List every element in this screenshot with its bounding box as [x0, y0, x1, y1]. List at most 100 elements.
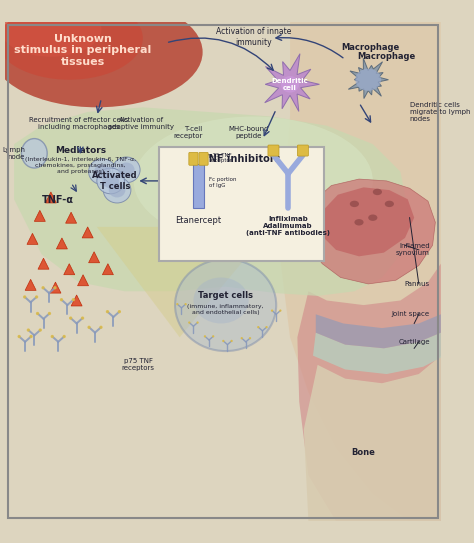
Ellipse shape [89, 159, 116, 185]
Text: Infliximab
Adalimumab
(anti-TNF antibodies): Infliximab Adalimumab (anti-TNF antibodi… [246, 216, 330, 236]
Text: Dendritic cells
migrate to lymph
nodes: Dendritic cells migrate to lymph nodes [410, 102, 470, 122]
Circle shape [204, 335, 206, 338]
Polygon shape [78, 275, 89, 286]
Text: Activated
T cells: Activated T cells [92, 171, 138, 191]
Text: Dendritic
cell: Dendritic cell [272, 78, 309, 91]
FancyBboxPatch shape [199, 153, 208, 165]
Polygon shape [281, 22, 441, 521]
Text: Joint space: Joint space [392, 311, 430, 317]
Text: p75 TNF
receptor: p75 TNF receptor [209, 153, 232, 163]
Circle shape [72, 298, 75, 301]
Ellipse shape [94, 165, 110, 179]
Bar [192, 165, 203, 209]
Ellipse shape [356, 68, 381, 91]
Polygon shape [264, 54, 319, 111]
Text: MHC-bound
peptide: MHC-bound peptide [228, 126, 269, 138]
Polygon shape [255, 157, 307, 203]
Circle shape [257, 326, 259, 329]
Circle shape [18, 335, 21, 338]
Text: Recruitment of effector cells
including macrophages: Recruitment of effector cells including … [29, 117, 128, 130]
FancyBboxPatch shape [268, 145, 279, 156]
Polygon shape [71, 295, 82, 306]
Text: Unknown
stimulus in peripheral
tissues: Unknown stimulus in peripheral tissues [14, 34, 152, 67]
Circle shape [184, 303, 187, 305]
Text: Activation of
adaptive immunity: Activation of adaptive immunity [108, 117, 174, 130]
Ellipse shape [193, 277, 249, 324]
Text: Antigen
presenting
cell: Antigen presenting cell [261, 171, 301, 191]
Polygon shape [56, 238, 67, 249]
Polygon shape [46, 192, 56, 203]
Circle shape [29, 335, 33, 338]
Text: Mediators: Mediators [55, 146, 106, 155]
Ellipse shape [368, 214, 377, 221]
Circle shape [81, 317, 84, 320]
Circle shape [188, 321, 191, 324]
Polygon shape [348, 58, 388, 98]
Polygon shape [14, 22, 410, 296]
Circle shape [63, 335, 66, 338]
Circle shape [51, 335, 54, 338]
Circle shape [279, 310, 282, 312]
Text: Cartilage: Cartilage [398, 339, 430, 345]
Circle shape [36, 312, 39, 315]
Ellipse shape [373, 189, 382, 195]
Text: Bone: Bone [352, 447, 375, 457]
Polygon shape [27, 233, 38, 244]
Circle shape [87, 326, 91, 329]
Ellipse shape [355, 219, 364, 225]
Ellipse shape [112, 157, 140, 183]
Circle shape [69, 317, 73, 320]
Circle shape [212, 335, 214, 338]
Polygon shape [64, 264, 75, 275]
Circle shape [106, 310, 109, 313]
Circle shape [271, 310, 273, 312]
Polygon shape [97, 227, 272, 337]
Text: Target cells: Target cells [198, 292, 253, 300]
Polygon shape [82, 227, 93, 238]
Text: (immune, inflammatory,
and endothelial cells): (immune, inflammatory, and endothelial c… [187, 304, 264, 315]
Ellipse shape [0, 0, 143, 80]
Text: Costimulation: Costimulation [212, 225, 267, 231]
Polygon shape [297, 264, 441, 521]
Ellipse shape [281, 76, 299, 93]
Circle shape [196, 321, 199, 324]
Polygon shape [25, 279, 36, 291]
Text: Activation of innate
immunity: Activation of innate immunity [216, 27, 291, 47]
Ellipse shape [0, 2, 101, 56]
Ellipse shape [207, 163, 244, 198]
Text: Etanercept: Etanercept [175, 216, 221, 225]
Polygon shape [65, 212, 77, 223]
Polygon shape [89, 252, 100, 263]
Ellipse shape [118, 162, 135, 177]
FancyBboxPatch shape [297, 145, 309, 156]
Text: CD28: CD28 [215, 215, 233, 221]
Ellipse shape [103, 177, 131, 203]
Text: Macrophage: Macrophage [357, 52, 416, 61]
Circle shape [27, 329, 30, 332]
Text: TNF-α: TNF-α [42, 195, 74, 205]
Ellipse shape [102, 174, 119, 188]
Circle shape [23, 295, 27, 299]
Circle shape [222, 340, 225, 342]
Ellipse shape [350, 201, 359, 207]
Text: (Interleukin-1, interleukin-6, TNF-α,
chemokines, prostaglandins,
and proteases): (Interleukin-1, interleukin-6, TNF-α, ch… [25, 157, 136, 174]
Text: Pannus: Pannus [405, 281, 430, 287]
Ellipse shape [21, 138, 47, 168]
Polygon shape [38, 258, 49, 269]
Ellipse shape [0, 0, 202, 108]
Text: Lymph
node: Lymph node [2, 147, 25, 160]
Circle shape [41, 286, 45, 289]
Text: Macrophage: Macrophage [341, 43, 399, 52]
Polygon shape [34, 210, 46, 222]
Polygon shape [307, 179, 435, 284]
Text: T-cell
receptor: T-cell receptor [173, 126, 202, 138]
Polygon shape [304, 356, 441, 521]
Circle shape [100, 326, 103, 329]
Ellipse shape [109, 183, 125, 198]
Polygon shape [102, 264, 113, 275]
Circle shape [38, 329, 42, 332]
Circle shape [265, 326, 268, 329]
Circle shape [48, 312, 51, 315]
Text: Inflamed
synovium: Inflamed synovium [396, 243, 430, 256]
Polygon shape [313, 333, 441, 374]
